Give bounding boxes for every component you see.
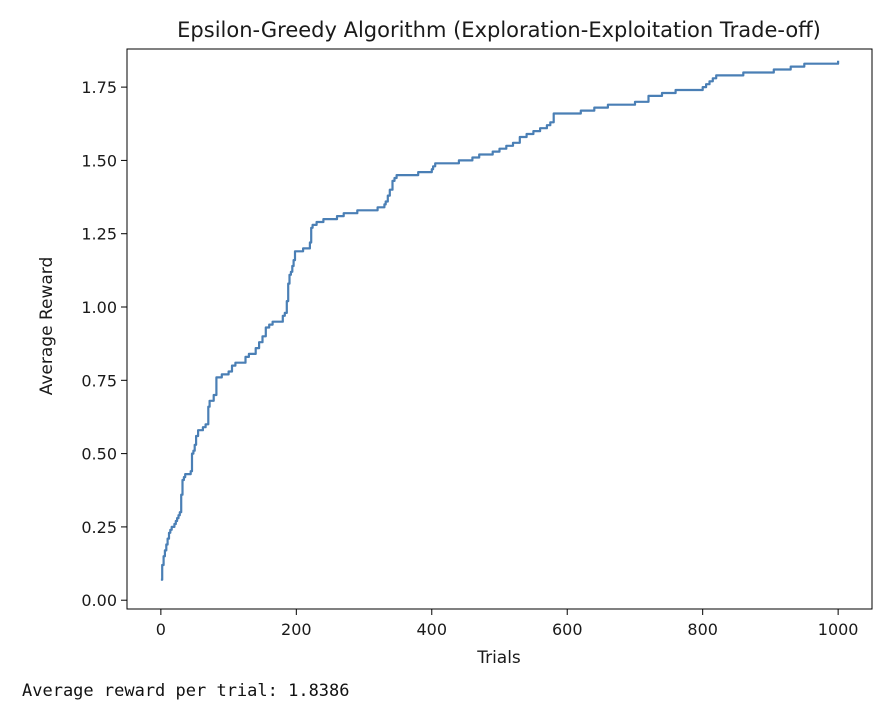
series-line-average-reward (160, 60, 840, 581)
y-tick-label: 0.00 (81, 591, 117, 610)
chart: Epsilon-Greedy Algorithm (Exploration-Ex… (37, 18, 873, 668)
x-tick-label: 200 (281, 620, 312, 639)
y-tick-label: 1.50 (81, 151, 117, 170)
x-tick-label: 400 (416, 620, 447, 639)
x-tick-label: 1000 (818, 620, 859, 639)
chart-title: Epsilon-Greedy Algorithm (Exploration-Ex… (177, 18, 821, 42)
x-tick-label: 600 (552, 620, 583, 639)
x-tick-label: 0 (156, 620, 166, 639)
x-axis-label: Trials (476, 648, 521, 668)
y-tick-label: 0.50 (81, 445, 117, 464)
x-axis-ticks: 0 200 400 600 800 1000 (156, 609, 859, 639)
y-tick-label: 1.75 (81, 78, 117, 97)
plot-area-frame (126, 48, 873, 610)
y-axis-ticks: 0.00 0.25 0.50 0.75 1.00 1.25 1.50 1.75 (81, 78, 127, 610)
y-tick-label: 1.00 (81, 298, 117, 317)
y-tick-label: 0.25 (81, 518, 117, 537)
y-axis-label: Average Reward (37, 257, 57, 396)
y-tick-label: 1.25 (81, 225, 117, 244)
y-tick-label: 0.75 (81, 371, 117, 390)
x-tick-label: 800 (687, 620, 718, 639)
output-text: Average reward per trial: 1.8386 (22, 681, 350, 701)
